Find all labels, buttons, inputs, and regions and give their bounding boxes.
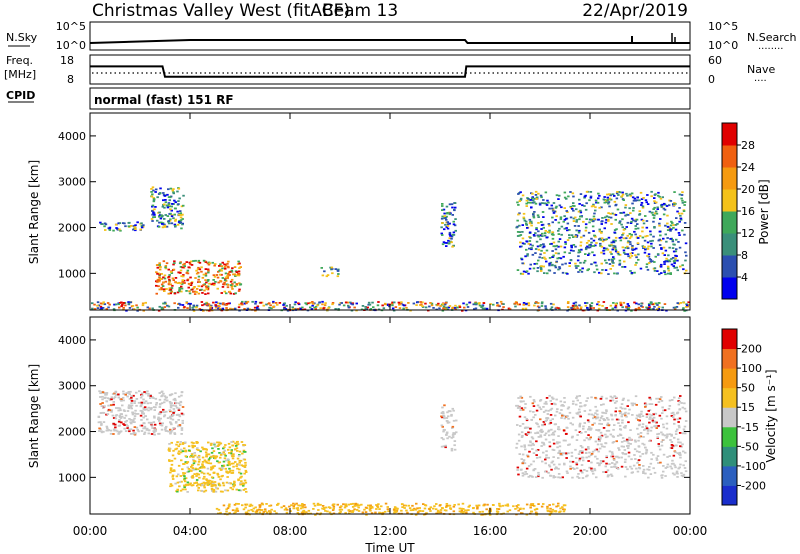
nave-label: Nave — [747, 63, 775, 76]
velocity-ytick-2: 3000 — [58, 380, 86, 393]
power-swatch-4 — [722, 189, 737, 212]
velocity-region-1 — [167, 440, 248, 493]
power-ytick-2: 3000 — [58, 176, 86, 189]
velocity-region-0 — [97, 390, 185, 436]
nsky-label: N.Sky — [6, 31, 38, 44]
velocity-ytick-1: 2000 — [58, 426, 86, 439]
velocity-colorbar-tick-2: 50 — [741, 382, 755, 395]
velocity-colorbar-tick-7: -200 — [741, 479, 766, 492]
nsearch-tick-bottom: 10^0 — [708, 39, 738, 52]
time-axis: 00:00 04:00 08:00 12:00 16:00 20:00 00:00 — [73, 113, 708, 538]
velocity-swatch-7 — [722, 348, 737, 369]
velocity-colorbar-tick-3: 15 — [741, 401, 755, 414]
station-title: Christmas Valley West (fitACF) — [92, 1, 350, 21]
xtick-0: 00:00 — [73, 524, 108, 538]
power-region-5 — [515, 190, 688, 276]
velocity-swatch-5 — [722, 387, 737, 408]
velocity-swatch-3 — [722, 426, 737, 447]
freq-tick-bottom: 8 — [67, 73, 74, 86]
power-swatch-0 — [722, 277, 737, 300]
velocity-panel: 1000 2000 3000 4000 Slant Range [km] — [27, 316, 691, 516]
xtick-4: 16:00 — [473, 524, 508, 538]
power-heatmap — [91, 186, 690, 312]
power-colorbar-tick-3: 16 — [741, 205, 755, 218]
power-swatch-2 — [722, 233, 737, 256]
velocity-colorbar-label: Velocity [m s⁻¹] — [764, 369, 778, 462]
power-swatch-1 — [722, 255, 737, 278]
cpid-label: CPID — [6, 89, 35, 102]
velocity-colorbar-tick-4: -15 — [741, 421, 759, 434]
power-colorbar-tick-0: 4 — [741, 271, 748, 284]
power-ytick-1: 2000 — [58, 222, 86, 235]
beam-label: Beam 13 — [322, 1, 398, 21]
power-swatch-7 — [722, 123, 737, 146]
velocity-swatch-4 — [722, 407, 737, 428]
velocity-swatch-8 — [722, 329, 737, 350]
velocity-ytick-3: 4000 — [58, 334, 86, 347]
nsearch-tick-top: 10^5 — [708, 20, 738, 33]
freq-tick-top: 18 — [60, 54, 74, 67]
velocity-heatmap — [97, 390, 688, 516]
freq-label: Freq. — [6, 54, 33, 67]
xtick-1: 04:00 — [173, 524, 208, 538]
power-region-2 — [155, 259, 243, 295]
nsky-tick-top: 10^5 — [56, 20, 86, 33]
power-swatch-5 — [722, 167, 737, 190]
nave-tick-bottom: 0 — [708, 73, 715, 86]
date-label: 22/Apr/2019 — [582, 1, 688, 21]
noise-strip: N.Sky 10^5 10^0 10^5 10^0 N.Search .....… — [6, 20, 797, 52]
power-y-axis: 1000 2000 3000 4000 — [58, 130, 690, 280]
power-colorbar-tick-4: 20 — [741, 183, 755, 196]
nave-tick-top: 60 — [708, 54, 722, 67]
velocity-swatch-1 — [722, 465, 737, 486]
velocity-colorbar-tick-1: 100 — [741, 362, 762, 375]
power-region-0 — [99, 221, 145, 232]
frequency-strip: Freq. [MHz] 18 8 60 0 Nave .... — [4, 54, 775, 86]
power-colorbar: 4 8 12 16 20 24 28 — [721, 122, 755, 300]
nsky-series-line — [89, 39, 690, 44]
velocity-y-axis: 1000 2000 3000 4000 — [58, 334, 690, 484]
nave-dots-label: .... — [754, 73, 767, 84]
velocity-region-3 — [515, 394, 688, 479]
power-region-4 — [440, 202, 457, 248]
velocity-colorbar: 200 100 50 15 -15 -50 -100 -200 — [721, 328, 766, 506]
velocity-swatch-0 — [722, 485, 737, 506]
velocity-colorbar-tick-6: -100 — [741, 460, 766, 473]
nsearch-label: N.Search — [747, 31, 797, 44]
power-ytick-3: 4000 — [58, 130, 86, 143]
power-colorbar-tick-2: 12 — [741, 227, 755, 240]
power-region-1 — [150, 186, 185, 230]
xtick-3: 12:00 — [373, 524, 408, 538]
power-colorbar-tick-1: 8 — [741, 249, 748, 262]
velocity-swatch-2 — [722, 446, 737, 467]
power-swatch-6 — [722, 145, 737, 168]
velocity-colorbar-tick-0: 200 — [741, 343, 762, 356]
velocity-swatch-6 — [722, 368, 737, 389]
power-ylabel: Slant Range [km] — [27, 160, 41, 264]
power-region-3 — [320, 266, 340, 278]
xtick-2: 08:00 — [273, 524, 308, 538]
xtick-6: 00:00 — [673, 524, 708, 538]
nsearch-dots: ........ — [758, 41, 783, 52]
velocity-region-2 — [440, 404, 458, 452]
xlabel: Time UT — [364, 541, 415, 554]
xtick-5: 20:00 — [573, 524, 608, 538]
velocity-ylabel: Slant Range [km] — [27, 364, 41, 468]
power-colorbar-label: Power [dB] — [757, 179, 771, 244]
velocity-colorbar-tick-5: -50 — [741, 440, 759, 453]
power-colorbar-tick-6: 28 — [741, 139, 755, 152]
frequency-series-line — [90, 65, 690, 78]
velocity-ytick-0: 1000 — [58, 471, 86, 484]
power-region-6 — [91, 300, 690, 312]
power-panel: 1000 2000 3000 4000 Slant Range [km] — [27, 112, 691, 312]
power-colorbar-tick-5: 24 — [741, 161, 755, 174]
freq-unit-label: [MHz] — [4, 68, 36, 81]
mode-label: normal (fast) 151 RF — [94, 93, 234, 107]
power-ytick-0: 1000 — [58, 267, 86, 280]
nsky-tick-bottom: 10^0 — [56, 39, 86, 52]
power-swatch-3 — [722, 211, 737, 234]
